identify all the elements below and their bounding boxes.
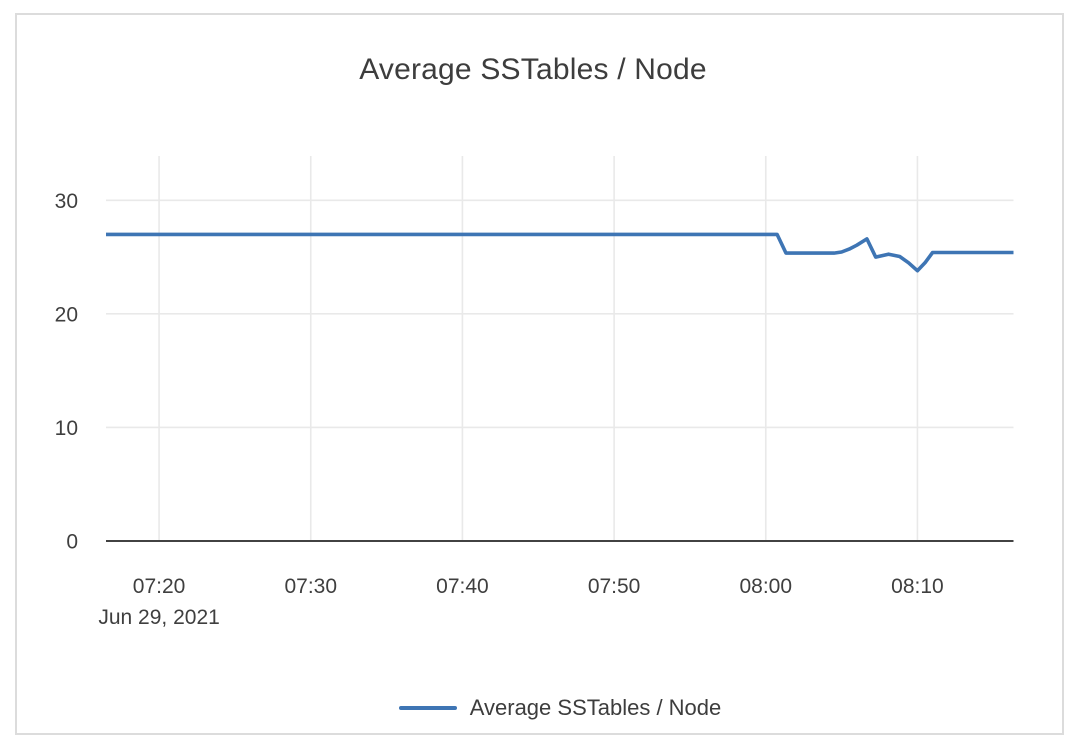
chart-legend: Average SSTables / Node bbox=[106, 694, 1014, 722]
chart-title: Average SSTables / Node bbox=[359, 53, 707, 86]
x-axis-tick-label: 08:00 bbox=[739, 575, 792, 598]
y-axis-tick-label: 20 bbox=[55, 303, 78, 326]
x-axis-tick-label: 07:50 bbox=[588, 575, 641, 598]
x-axis-tick-label: 07:30 bbox=[284, 575, 337, 598]
x-axis-date-label: Jun 29, 2021 bbox=[98, 606, 219, 629]
y-axis-tick-label: 30 bbox=[55, 190, 78, 213]
legend-line-swatch[interactable] bbox=[398, 706, 457, 710]
y-axis-tick-label: 10 bbox=[55, 417, 78, 440]
y-axis-tick-label: 0 bbox=[66, 531, 78, 554]
x-axis-tick-label: 07:40 bbox=[436, 575, 489, 598]
series-line-average-sstables-per-node bbox=[106, 232, 1014, 273]
x-axis-tick-label: 08:10 bbox=[891, 575, 944, 598]
x-axis-tick-label: 07:20 bbox=[133, 575, 186, 598]
legend-label[interactable]: Average SSTables / Node bbox=[469, 695, 722, 720]
chart-card bbox=[15, 13, 1064, 735]
